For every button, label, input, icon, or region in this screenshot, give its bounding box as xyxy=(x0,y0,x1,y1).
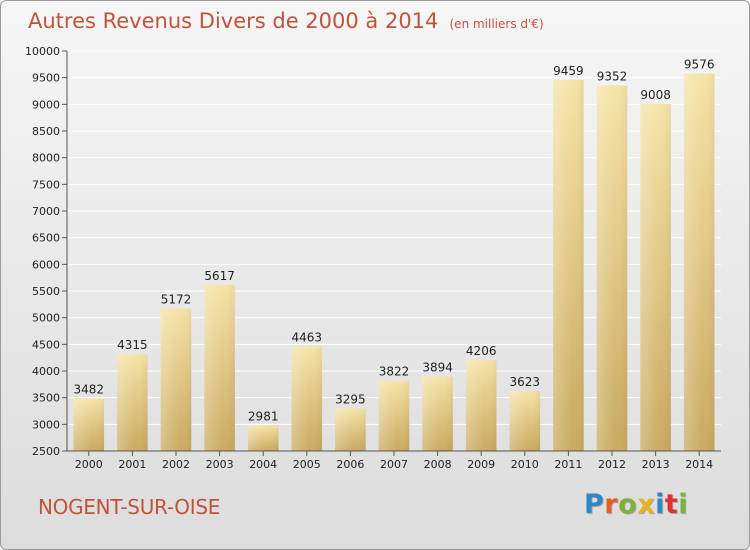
bar-sheen xyxy=(509,391,541,451)
bar-sheen xyxy=(553,79,584,451)
brand-letter: i xyxy=(655,489,665,520)
bar-value-label: 9576 xyxy=(684,58,715,72)
y-tick-label: 7500 xyxy=(32,178,60,191)
bar-value-label: 3295 xyxy=(335,393,366,407)
y-tick-label: 4500 xyxy=(32,338,60,351)
x-tick-label: 2009 xyxy=(467,458,495,471)
bar-sheen xyxy=(465,360,497,451)
x-tick-label: 2002 xyxy=(162,458,190,471)
x-tick-label: 2008 xyxy=(424,458,452,471)
brand-logo: Proxiti xyxy=(584,489,688,520)
bar-sheen xyxy=(596,85,628,451)
y-tick-label: 6000 xyxy=(32,258,60,271)
bar-sheen xyxy=(73,398,105,451)
y-tick-label: 3000 xyxy=(32,418,60,431)
x-tick-label: 2007 xyxy=(380,458,408,471)
bar-sheen xyxy=(204,284,235,451)
brand-letter: i xyxy=(678,489,689,520)
bar-sheen xyxy=(640,103,671,451)
x-tick-label: 2013 xyxy=(642,458,670,471)
y-tick-label: 3500 xyxy=(32,392,60,405)
x-tick-label: 2000 xyxy=(75,458,103,471)
x-tick-label: 2012 xyxy=(598,458,626,471)
bar-value-label: 9459 xyxy=(553,64,584,78)
bar-sheen xyxy=(378,380,410,451)
x-tick-label: 2011 xyxy=(554,458,582,471)
commune-name: NOGENT-SUR-OISE xyxy=(38,495,221,519)
chart-title: Autres Revenus Divers de 2000 à 2014 xyxy=(28,9,439,33)
unit-label: (en milliers d'€) xyxy=(449,17,544,31)
bar-value-label: 4315 xyxy=(117,338,148,352)
brand-letter: o xyxy=(618,489,638,520)
y-tick-label: 2500 xyxy=(32,445,60,458)
x-tick-label: 2003 xyxy=(206,458,234,471)
bar-sheen xyxy=(335,408,366,451)
bar-value-label: 3482 xyxy=(74,383,105,397)
bar-value-label: 9352 xyxy=(597,70,628,84)
brand-letter: x xyxy=(637,489,656,520)
bar-value-label: 4206 xyxy=(466,344,497,358)
y-tick-label: 9500 xyxy=(32,72,60,85)
bar-sheen xyxy=(247,425,279,451)
x-tick-label: 2004 xyxy=(249,458,277,471)
x-tick-label: 2005 xyxy=(293,458,321,471)
bar-value-label: 3894 xyxy=(422,361,453,375)
bar-value-label: 3822 xyxy=(379,364,410,378)
bar-sheen xyxy=(683,73,715,451)
brand-letter: t xyxy=(664,489,679,520)
bar-value-label: 5617 xyxy=(204,269,235,283)
y-tick-label: 7000 xyxy=(32,205,60,218)
y-tick-label: 10000 xyxy=(25,45,60,58)
x-tick-label: 2001 xyxy=(118,458,146,471)
y-tick-label: 5500 xyxy=(32,285,60,298)
x-tick-label: 2006 xyxy=(336,458,364,471)
x-tick-label: 2014 xyxy=(685,458,713,471)
y-tick-label: 4000 xyxy=(32,365,60,378)
bar-value-label: 5172 xyxy=(161,292,192,306)
bar-sheen xyxy=(117,354,148,451)
y-tick-label: 8500 xyxy=(32,125,60,138)
title-row: Autres Revenus Divers de 2000 à 2014 (en… xyxy=(28,9,544,33)
bar-value-label: 3623 xyxy=(510,375,541,389)
x-tick-label: 2010 xyxy=(511,458,539,471)
y-tick-label: 6500 xyxy=(32,232,60,245)
y-tick-label: 9000 xyxy=(32,98,60,111)
bar-sheen xyxy=(160,308,192,451)
y-tick-label: 8000 xyxy=(32,152,60,165)
bar-value-label: 4463 xyxy=(292,330,323,344)
bar-value-label: 2981 xyxy=(248,409,279,423)
brand-letter: r xyxy=(604,489,619,520)
bar-value-label: 9008 xyxy=(640,88,671,102)
bar-sheen xyxy=(422,376,453,451)
bar-sheen xyxy=(291,346,323,451)
brand-letter: P xyxy=(584,489,605,520)
y-tick-label: 5000 xyxy=(32,312,60,325)
